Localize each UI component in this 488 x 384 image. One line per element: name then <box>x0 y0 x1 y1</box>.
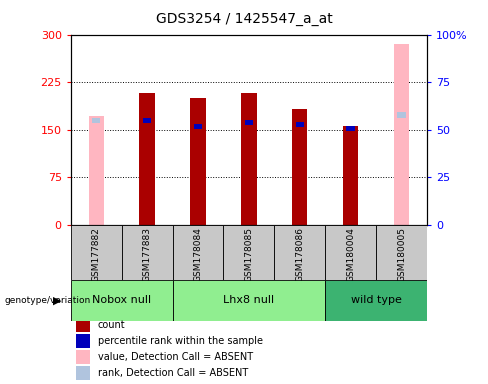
Bar <box>92 118 101 123</box>
Bar <box>394 44 409 225</box>
Text: Nobox null: Nobox null <box>92 295 151 306</box>
Bar <box>173 280 325 321</box>
Bar <box>89 116 104 225</box>
Bar <box>241 93 257 225</box>
Bar <box>173 225 224 280</box>
Text: GDS3254 / 1425547_a_at: GDS3254 / 1425547_a_at <box>156 12 332 26</box>
Bar <box>71 225 122 280</box>
Bar <box>292 109 307 225</box>
Bar <box>274 225 325 280</box>
Text: count: count <box>98 320 125 330</box>
Bar <box>397 113 406 118</box>
Text: GSM177882: GSM177882 <box>92 227 101 282</box>
Bar <box>76 350 90 364</box>
Text: GSM178086: GSM178086 <box>295 227 305 282</box>
Bar <box>325 225 376 280</box>
Text: genotype/variation: genotype/variation <box>5 296 91 305</box>
Bar <box>194 124 202 129</box>
Bar <box>76 334 90 348</box>
Bar <box>140 93 155 225</box>
Text: GSM180005: GSM180005 <box>397 227 406 282</box>
Text: GSM177883: GSM177883 <box>142 227 152 282</box>
Text: GSM178084: GSM178084 <box>193 227 203 282</box>
Bar <box>325 280 427 321</box>
Text: GSM180004: GSM180004 <box>346 227 355 282</box>
Bar <box>296 122 304 127</box>
Text: percentile rank within the sample: percentile rank within the sample <box>98 336 263 346</box>
Bar <box>71 280 173 321</box>
Text: ▶: ▶ <box>53 295 61 306</box>
Text: rank, Detection Call = ABSENT: rank, Detection Call = ABSENT <box>98 367 248 377</box>
Bar <box>244 120 253 125</box>
Bar <box>346 126 355 131</box>
Bar <box>143 118 151 123</box>
Text: wild type: wild type <box>351 295 402 306</box>
Bar <box>224 225 274 280</box>
Text: GSM178085: GSM178085 <box>244 227 253 282</box>
Bar <box>190 98 205 225</box>
Bar <box>76 318 90 332</box>
Bar <box>376 225 427 280</box>
Bar <box>343 126 358 225</box>
Text: Lhx8 null: Lhx8 null <box>224 295 274 306</box>
Bar <box>76 366 90 379</box>
Text: value, Detection Call = ABSENT: value, Detection Call = ABSENT <box>98 352 253 362</box>
Bar <box>122 225 173 280</box>
